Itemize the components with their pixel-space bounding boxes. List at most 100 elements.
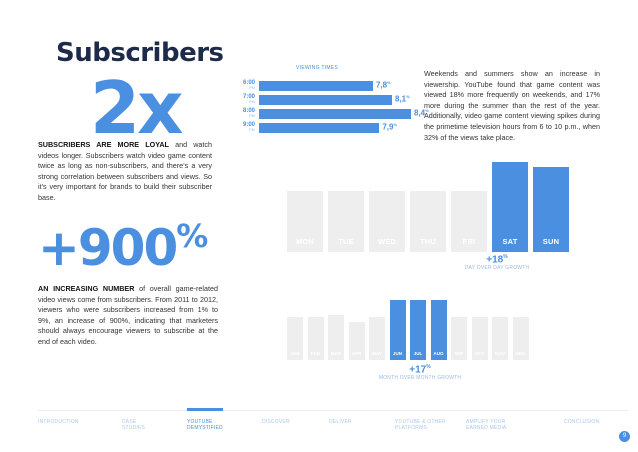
day-bar: WED [369, 190, 405, 252]
viewing-time-period: PM [249, 127, 255, 132]
month-label: MAY [372, 351, 382, 356]
viewing-time-label: 6:00 PM [235, 80, 255, 90]
nav-item[interactable]: DISCOVER [262, 419, 290, 425]
nav-item[interactable]: CONCLUSION [564, 419, 599, 425]
nav-item-label: PLATFORMS [395, 425, 427, 431]
increase-paragraph: AN INCREASING NUMBER of overall game-rel… [38, 284, 218, 348]
day-label: THU [419, 237, 436, 246]
day-bar: SAT [492, 162, 528, 252]
weekends-paragraph: Weekends and summers show an increase in… [424, 69, 600, 142]
stat-900-suffix: % [176, 217, 209, 255]
page-title: Subscribers [56, 38, 224, 68]
day-bar: FRI [451, 190, 487, 252]
month-label: DEC [515, 351, 526, 356]
day-bar: MON [287, 190, 323, 252]
viewing-time-hour: 6:00 [242, 80, 255, 86]
subscribers-text: and watch videos longer. Subscribers wat… [38, 140, 212, 202]
nav-active-marker [187, 408, 223, 411]
viewing-time-bar [259, 109, 411, 119]
viewing-time-period: PM [249, 113, 255, 118]
day-label: SUN [542, 237, 560, 246]
viewing-time-bar [259, 123, 380, 133]
viewing-time-hour: 9:00 [242, 122, 255, 128]
month-label: AUG [433, 351, 444, 356]
month-label: JUL [413, 351, 423, 356]
viewing-time-value: 7,8% [376, 80, 391, 90]
month-bar: DEC [512, 316, 529, 360]
viewing-time-label: 9:00 PM [235, 122, 255, 132]
nav-item-label: YOUTUBE [187, 419, 213, 425]
month-bar: JUN [389, 300, 406, 360]
month-bar: OCT [471, 316, 488, 360]
days-chart: MON TUE WED THU FRI SAT SUN [287, 162, 569, 252]
page-number: 9 [619, 431, 630, 442]
months-growth-unit: % [426, 364, 431, 370]
day-bar: THU [410, 190, 446, 252]
day-label: WED [377, 237, 397, 246]
nav-item-label: DEMYSTIFIED [187, 425, 223, 431]
month-label: MAR [330, 351, 342, 356]
viewing-time-value: 7,9% [382, 122, 398, 132]
nav-item-label: DELIVER [329, 419, 352, 425]
viewing-time-value: 8,4% [414, 108, 429, 118]
nav-item[interactable]: YOUTUBE & OTHER PLATFORMS [395, 419, 446, 431]
nav-item-label: CASE [122, 419, 137, 425]
month-label: NOV [495, 351, 505, 356]
nav-item-label: STUDIES [122, 425, 146, 431]
nav-item[interactable]: CASE STUDIES [122, 419, 145, 431]
viewing-time-period: PM [249, 99, 255, 104]
month-label: APR [351, 351, 362, 356]
bottom-nav: INTRODUCTION CASE STUDIES YOUTUBE DEMYSTIFIE… [38, 408, 628, 441]
day-bar: SUN [533, 166, 569, 252]
month-label: FEB [310, 351, 321, 356]
month-bar: NOV [492, 316, 508, 360]
month-label: SEP [454, 351, 464, 356]
subscribers-paragraph: SUBSCRIBERS ARE MORE LOYAL and watch vid… [38, 140, 212, 204]
month-bar: JAN [287, 316, 303, 360]
nav-item-label: YOUTUBE & OTHER [395, 419, 446, 425]
day-label: TUE [338, 237, 354, 246]
viewing-time-bar [259, 95, 392, 105]
nav-item-label: AMPLIFY YOUR [466, 419, 506, 425]
stat-900-value: +900 [38, 219, 178, 277]
nav-item-label: DISCOVER [262, 419, 290, 425]
viewing-time-hour: 7:00 [242, 94, 255, 100]
month-bar: SEP [451, 316, 467, 360]
month-bar: MAR [328, 315, 344, 360]
months-chart: JAN FEB MAR APR MAY JUN JUL AUG SEP OCT NOV DEC [287, 300, 531, 360]
viewing-time-label: 7:00 PM [235, 94, 255, 104]
days-growth-unit: % [503, 254, 508, 260]
nav-item-label: INTRODUCTION [38, 419, 79, 425]
viewing-times-label: VIEWING TIMES [296, 65, 339, 71]
nav-item-label: CONCLUSION [564, 419, 600, 425]
day-label: SAT [502, 237, 518, 246]
nav-item[interactable]: YOUTUBE DEMYSTIFIED [187, 419, 223, 431]
nav-item[interactable]: DELIVER [329, 419, 352, 425]
months-growth-value: +17 [409, 364, 427, 376]
viewing-time-value: 8,1% [395, 94, 410, 104]
day-bar: TUE [328, 190, 364, 252]
month-label: JUN [392, 351, 403, 356]
nav-item-label: EARNED MEDIA [466, 425, 507, 431]
subscribers-lead: SUBSCRIBERS ARE MORE LOYAL [38, 140, 169, 149]
stat-2x: 2x [90, 66, 184, 150]
increase-lead: AN INCREASING NUMBER [38, 284, 135, 293]
days-growth-value: +18 [486, 254, 504, 266]
month-bar: APR [348, 322, 365, 360]
days-growth: +18% DAY OVER DAY GROWTH [437, 254, 557, 271]
months-growth: +17% MONTH OVER MONTH GROWTH [360, 364, 480, 381]
month-label: JAN [290, 351, 300, 356]
viewing-time-label: 8:00 PM [235, 108, 255, 118]
viewing-time-hour: 8:00 [242, 108, 255, 114]
days-growth-caption: DAY OVER DAY GROWTH [464, 265, 530, 272]
stat-900: +900% [38, 220, 208, 273]
nav-item[interactable]: AMPLIFY YOUR EARNED MEDIA [466, 419, 506, 431]
nav-item[interactable]: INTRODUCTION [38, 419, 79, 425]
month-bar: AUG [430, 300, 447, 360]
day-label: FRI [462, 237, 476, 246]
month-bar: MAY [369, 316, 385, 360]
increase-text: of overall game-related video views come… [38, 284, 218, 346]
day-label: MON [295, 237, 315, 246]
month-bar: FEB [307, 316, 324, 360]
viewing-time-period: PM [249, 85, 255, 90]
